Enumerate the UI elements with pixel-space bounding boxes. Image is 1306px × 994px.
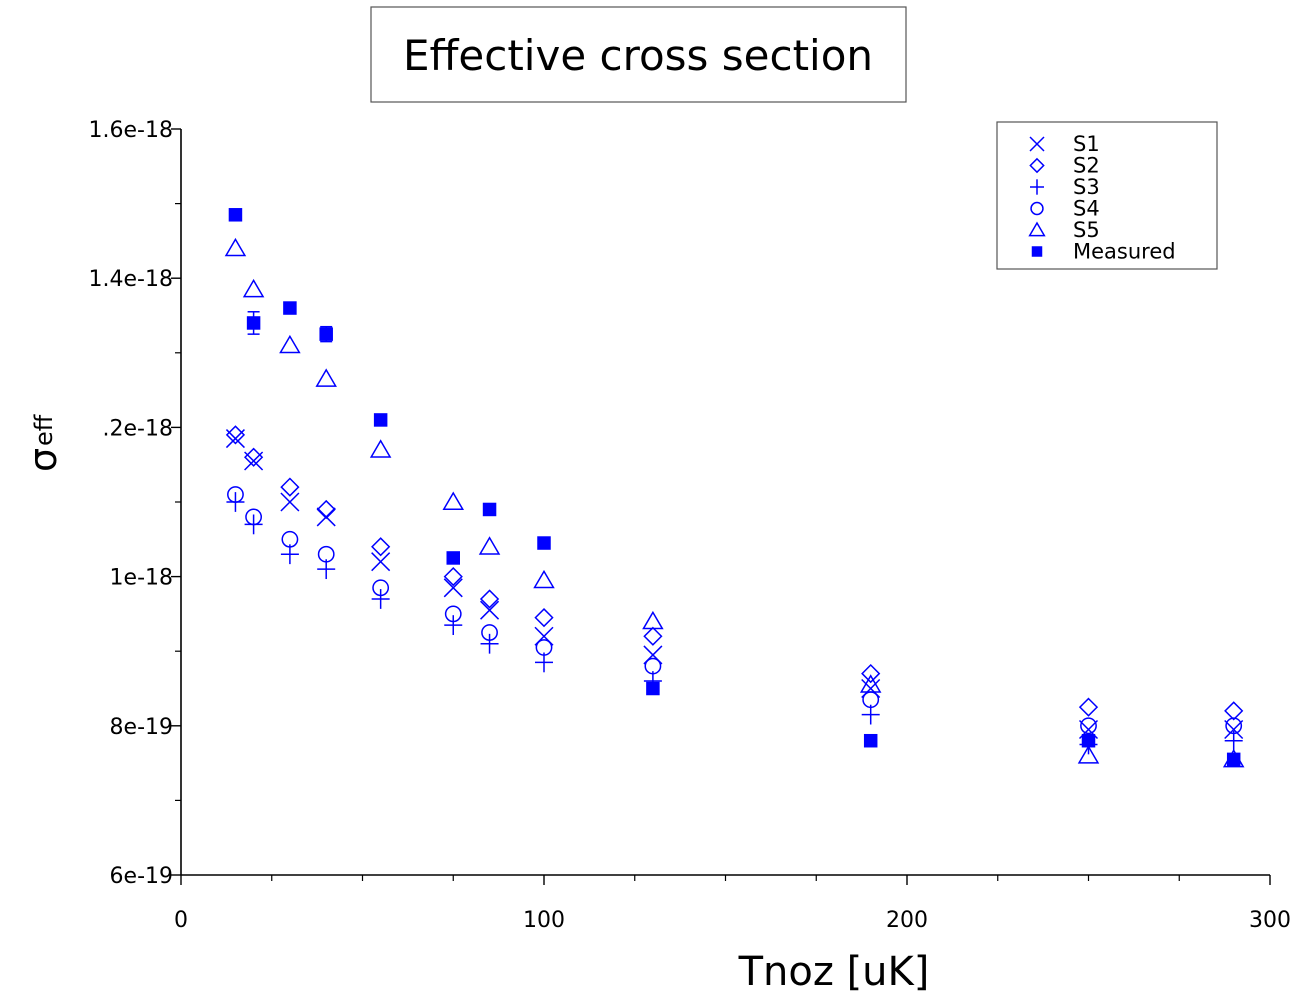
y-tick-label: 1.6e-18 [89, 118, 173, 143]
x-tick-label: 0 [174, 908, 188, 933]
data-point-s2 [534, 608, 554, 628]
data-point-s1 [316, 507, 336, 527]
data-point-s4 [1080, 717, 1097, 735]
data-point-measured [482, 502, 497, 517]
data-point-s4 [317, 545, 335, 563]
series-s2 [225, 425, 1244, 721]
chart-title-box: Effective cross section [370, 6, 907, 103]
data-point-s1 [480, 600, 500, 620]
x-axis-label: Tnoz [uK] [738, 949, 930, 994]
data-point-s5 [533, 569, 555, 589]
data-point-s2 [479, 589, 500, 609]
legend-item: S3 [1030, 175, 1100, 199]
data-point-s5 [642, 610, 664, 630]
data-points [224, 208, 1245, 768]
legend-label: S4 [1073, 197, 1100, 221]
data-point-s3 [480, 633, 499, 654]
data-point-measured [1226, 752, 1241, 767]
legend-item: Measured [1031, 240, 1176, 264]
data-point-s1 [1224, 719, 1244, 740]
data-point-s5 [1077, 745, 1100, 764]
data-point-s5 [859, 674, 882, 693]
data-point-measured [1081, 733, 1096, 748]
legend-marker-s2 [1029, 157, 1045, 174]
series-s5 [224, 237, 1245, 768]
legend-item: S1 [1029, 132, 1100, 156]
legend-marker-measured [1031, 246, 1043, 257]
y-axis-label: σ [21, 448, 65, 472]
data-point-s1 [371, 552, 391, 572]
data-point-s2 [316, 499, 336, 520]
data-point-s2 [243, 447, 264, 467]
x-tick-label: 200 [886, 908, 928, 933]
data-point-s3 [444, 615, 463, 635]
data-point-s5 [315, 368, 337, 387]
y-tick-label: 1.4e-18 [89, 267, 173, 292]
data-point-measured [863, 733, 878, 748]
legend-label: S1 [1073, 132, 1100, 156]
legend-label: S2 [1073, 154, 1100, 178]
data-point-s2 [1078, 697, 1099, 717]
data-point-s2 [371, 537, 391, 557]
data-point-measured [228, 208, 243, 222]
data-point-s2 [861, 663, 881, 684]
data-point-measured [373, 413, 388, 427]
data-point-s2 [280, 477, 300, 497]
legend-item: S5 [1028, 218, 1100, 242]
x-tick-label: 300 [1249, 908, 1291, 933]
series-measured [228, 208, 1241, 767]
data-point-s5 [442, 491, 465, 510]
data-point-measured [246, 316, 261, 330]
series-s3 [226, 492, 1243, 755]
data-point-s5 [279, 334, 301, 354]
data-point-s5 [369, 439, 392, 458]
data-point-s2 [643, 626, 663, 646]
data-point-s4 [444, 605, 462, 623]
data-point-measured [446, 551, 460, 565]
data-point-s5 [478, 536, 501, 555]
data-point-s2 [1224, 701, 1244, 721]
data-point-s4 [281, 530, 299, 548]
legend-label: Measured [1073, 240, 1176, 264]
data-point-measured [319, 327, 333, 341]
data-point-s1 [443, 578, 463, 598]
y-axis-label-group: σ eff [21, 414, 65, 472]
data-point-s2 [225, 425, 246, 445]
data-point-measured [646, 681, 660, 696]
legend-marker-s4 [1030, 201, 1044, 216]
y-tick-label: 8e-19 [110, 715, 173, 740]
data-point-s1 [280, 492, 300, 512]
data-point-s5 [242, 278, 265, 298]
chart-title: Effective cross section [403, 31, 873, 80]
y-axis-label-subscript: eff [30, 414, 58, 446]
legend-label: S5 [1073, 218, 1100, 242]
y-tick-label: 6e-19 [110, 864, 173, 889]
legend-item: S4 [1030, 197, 1100, 221]
x-tick-label: 100 [523, 908, 565, 933]
data-point-s5 [224, 237, 247, 257]
y-tick-label: 1e-18 [110, 566, 173, 591]
series-s1 [225, 429, 1244, 740]
data-point-s4 [644, 657, 662, 675]
data-point-s4 [481, 624, 498, 641]
data-point-measured [537, 536, 551, 550]
legend-item: S2 [1029, 154, 1100, 178]
series-s4 [227, 486, 1243, 735]
y-tick-label: .2e-18 [103, 416, 173, 441]
legend-marker-s3 [1030, 179, 1044, 195]
data-point-s4 [535, 639, 553, 656]
data-point-s2 [443, 566, 463, 587]
ticks: 0 100 200 300 6e-19 8e-19 1e-18 .2e-18 1.4e-18 1.… [89, 118, 1291, 933]
data-point-measured [283, 301, 297, 315]
data-point-s4 [245, 508, 263, 526]
legend-marker-s1 [1029, 136, 1045, 152]
legend-marker-s5 [1028, 221, 1046, 237]
data-point-s3 [371, 589, 390, 609]
data-point-s4 [1225, 717, 1243, 735]
data-point-s4 [227, 486, 244, 503]
legend-label: S3 [1073, 175, 1100, 199]
data-point-s4 [372, 579, 390, 597]
